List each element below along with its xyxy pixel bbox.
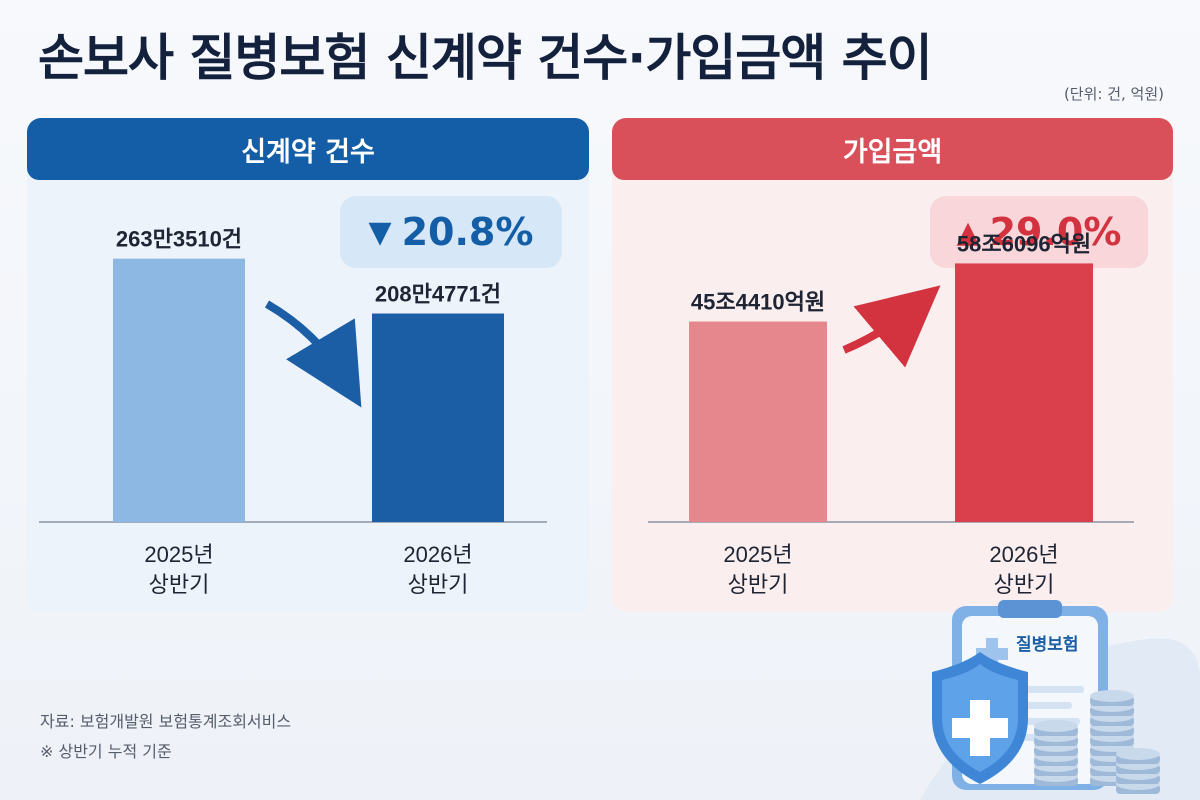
panel-title: 신계약 건수 <box>27 118 589 180</box>
tick-label: 2025년 <box>144 542 213 567</box>
basis-note: ※ 상반기 누적 기준 <box>40 742 172 761</box>
illustration-label: 질병보험 <box>1016 634 1079 654</box>
coin <box>1116 748 1160 760</box>
source-note: 자료: 보험개발원 보험통계조회서비스 <box>40 712 292 731</box>
coin <box>1090 690 1134 702</box>
unit-note: (단위: 건, 억원) <box>1063 85 1164 103</box>
page-title: 손보사 질병보험 신계약 건수·가입금액 추이 <box>38 29 933 87</box>
down-triangle-icon: ▼ <box>368 214 392 250</box>
trend-arrow <box>842 285 941 368</box>
data-label: 45조4410억원 <box>691 290 825 315</box>
trend-arrow <box>264 300 362 408</box>
coin <box>1034 720 1078 732</box>
data-label: 208만4771건 <box>375 282 501 307</box>
panel-subscription-amount: 가입금액 ▲ 29.0% 45조4410억원 2025년 상반기 58조6096억원 2… <box>612 118 1173 612</box>
tick-label: 상반기 <box>408 572 469 597</box>
data-label: 263만3510건 <box>116 227 242 252</box>
shield-cross-icon <box>932 652 1028 784</box>
illustration: 질병보험 <box>920 600 1200 800</box>
tick-label: 상반기 <box>994 572 1055 597</box>
tick-label: 2026년 <box>989 542 1058 567</box>
change-label: 20.8% <box>401 210 534 254</box>
bar <box>372 313 504 522</box>
up-triangle-icon: ▲ <box>956 214 980 250</box>
change-badge: ▼ 20.8% <box>340 196 562 268</box>
tick-label: 2026년 <box>403 542 472 567</box>
bar <box>113 258 245 522</box>
tick-label: 상반기 <box>728 572 789 597</box>
tick-label: 2025년 <box>723 542 792 567</box>
coin-stack-icon <box>1034 690 1160 794</box>
tick-label: 상반기 <box>149 572 210 597</box>
bar <box>955 263 1093 522</box>
bar <box>689 321 827 522</box>
data-label: 58조6096억원 <box>957 231 1091 256</box>
change-label: 29.0% <box>989 210 1122 254</box>
change-badge: ▲ 29.0% <box>930 196 1148 268</box>
panel-title: 가입금액 <box>612 118 1173 180</box>
